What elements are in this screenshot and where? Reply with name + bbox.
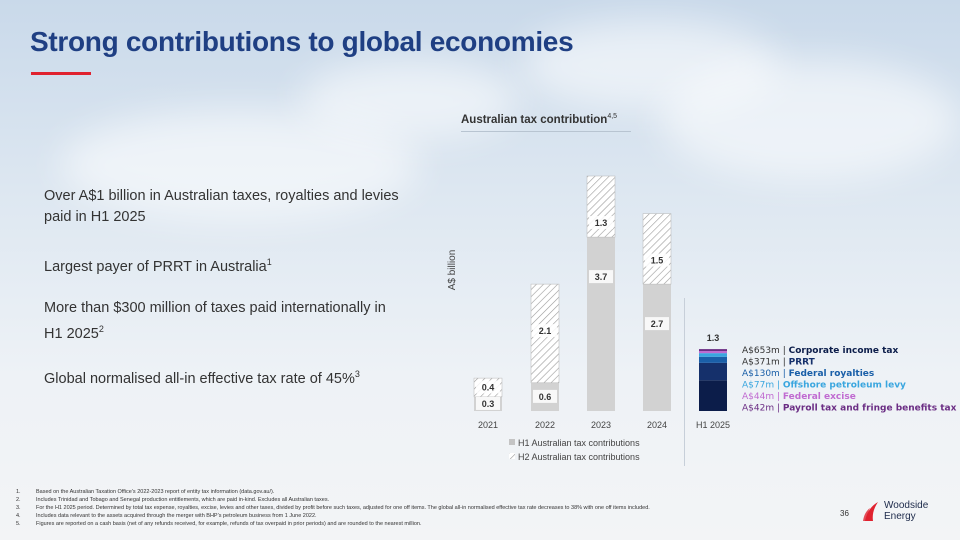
data-label: 0.6 [539, 392, 552, 402]
data-label: 1.5 [651, 256, 664, 266]
breakdown-name: PRRT [789, 358, 816, 368]
bar-segment-corporate-income-tax [699, 380, 727, 411]
footnote-ref: 3 [354, 369, 360, 379]
x-tick-label: 2024 [647, 420, 667, 430]
bullet-tax-total: Over A$1 billion in Australian taxes, ro… [44, 186, 399, 228]
y-axis-label: A$ billion [447, 250, 458, 291]
data-label: 3.7 [595, 272, 608, 282]
footnote-number: 5. [16, 521, 21, 527]
bar-segment-offshore-petroleum-levy [699, 353, 727, 357]
footnote-number: 3. [16, 505, 21, 511]
bar-h2-2024 [642, 213, 672, 285]
woodside-logo-icon [863, 502, 878, 521]
footnote: 2. Includes Trinidad and Tobago and Seneg… [16, 496, 836, 504]
logo-line-2: Energy [884, 511, 916, 522]
chart-title: Australian tax contribution4,5 [461, 113, 617, 126]
footnote-text: For the H1 2025 period. Determined by to… [36, 505, 650, 511]
chart-title-footnote-ref: 4,5 [607, 113, 618, 120]
bar-segment-federal-royalties [699, 356, 727, 363]
data-label-total: 1.3 [707, 333, 720, 343]
chart-divider [684, 298, 685, 466]
data-label-bg [476, 380, 500, 394]
breakdown-amount: A$130m | [742, 369, 789, 379]
footnote-number: 4. [16, 513, 21, 519]
bullet-effective-rate: Global normalised all-in effective tax r… [44, 364, 360, 390]
footnote-ref: 2 [98, 324, 104, 334]
bullet-text: Over A$1 billion in Australian taxes, ro… [44, 188, 399, 225]
breakdown-amount: A$42m | [742, 404, 783, 414]
legend-swatch-h2 [509, 453, 515, 459]
x-tick-label: H1 2025 [696, 420, 730, 430]
page-number: 36 [840, 509, 849, 518]
bullet-text: Largest payer of PRRT in Australia [44, 258, 267, 275]
breakdown-item: A$371m | PRRT [742, 358, 816, 368]
breakdown-item: A$42m | Payroll tax and fringe benefits … [742, 404, 957, 414]
data-label-bg [533, 389, 557, 403]
data-label: 2.1 [539, 326, 552, 336]
footnote-number: 1. [16, 489, 21, 495]
logo-line-1: Woodside [884, 500, 929, 511]
footnotes: 1. Based on the Australian Taxation Offic… [16, 488, 836, 528]
breakdown-name: Offshore petroleum levy [783, 381, 906, 391]
data-label-bg [533, 324, 557, 338]
data-label: 1.3 [595, 218, 608, 228]
breakdown-amount: A$371m | [742, 358, 789, 368]
breakdown-name: Federal royalties [789, 369, 875, 379]
data-label: 0.3 [482, 399, 495, 409]
bar-segment-payroll-tax-and-fringe-benefits-tax [699, 349, 727, 352]
breakdown-amount: A$653m | [742, 346, 789, 356]
footnote-text: Based on the Australian Taxation Office’… [36, 489, 275, 495]
data-label-bg [589, 216, 613, 229]
footnote-text: Figures are reported on a cash basis (ne… [36, 521, 422, 527]
footnote: 4. Includes data relevant to the assets a… [16, 512, 836, 520]
breakdown-amount: A$77m | [742, 381, 783, 391]
footnote-text: Includes Trinidad and Tobago and Senegal… [36, 497, 330, 503]
breakdown-name: Federal excise [783, 392, 856, 402]
data-label-bg [645, 317, 669, 331]
chart-title-text: Australian tax contribution [461, 113, 608, 126]
x-tick-label: 2023 [591, 420, 611, 430]
breakdown-item: A$77m | Offshore petroleum levy [742, 381, 906, 391]
bar-h1-2023 [587, 237, 615, 411]
data-label-bg [476, 396, 500, 410]
breakdown-item: A$44m | Federal excise [742, 392, 856, 402]
breakdown-item: A$653m | Corporate income tax [742, 346, 898, 356]
legend-swatch-h1 [509, 439, 515, 445]
slide-title: Strong contributions to global economies [30, 26, 574, 57]
chart-title-rule [461, 131, 631, 132]
background-cloud [300, 60, 520, 140]
breakdown-name: Corporate income tax [789, 346, 899, 356]
footnote: 3. For the H1 2025 period. Determined by … [16, 504, 836, 512]
legend-label-h1: H1 Australian tax contributions [518, 438, 640, 448]
breakdown-amount: A$44m | [742, 392, 783, 402]
bullet-international: More than $300 million of taxes paid int… [44, 298, 389, 345]
bullet-text: More than $300 million of taxes paid int… [44, 300, 386, 342]
data-label-bg [589, 270, 613, 284]
data-label-bg [645, 253, 669, 267]
woodside-logo: Woodside Energy [862, 500, 928, 522]
footnote: 5. Figures are reported on a cash basis (… [16, 520, 836, 528]
bar-segment-prrt [699, 362, 727, 381]
footnote: 1. Based on the Australian Taxation Offic… [16, 488, 836, 496]
background-cloud [660, 60, 960, 180]
breakdown-name: Payroll tax and fringe benefits tax [783, 404, 957, 414]
data-label: 0.4 [482, 383, 495, 393]
bullet-prrt: Largest payer of PRRT in Australia1 [44, 252, 272, 278]
bar-h1-2024 [643, 284, 671, 411]
footnote-text: Includes data relevant to the assets acq… [36, 513, 317, 519]
footnote-ref: 1 [266, 257, 272, 267]
data-label: 2.7 [651, 319, 664, 329]
bar-segment-federal-excise [699, 351, 727, 354]
footnote-number: 2. [16, 497, 21, 503]
breakdown-item: A$130m | Federal royalties [742, 369, 874, 379]
logo-wordmark: Woodside Energy [884, 500, 928, 522]
legend-label-h2: H2 Australian tax contributions [518, 452, 640, 462]
title-accent-rule [31, 72, 91, 75]
x-tick-label: 2021 [478, 420, 498, 430]
bullet-text: Global normalised all-in effective tax r… [44, 370, 355, 387]
x-tick-label: 2022 [535, 420, 555, 430]
